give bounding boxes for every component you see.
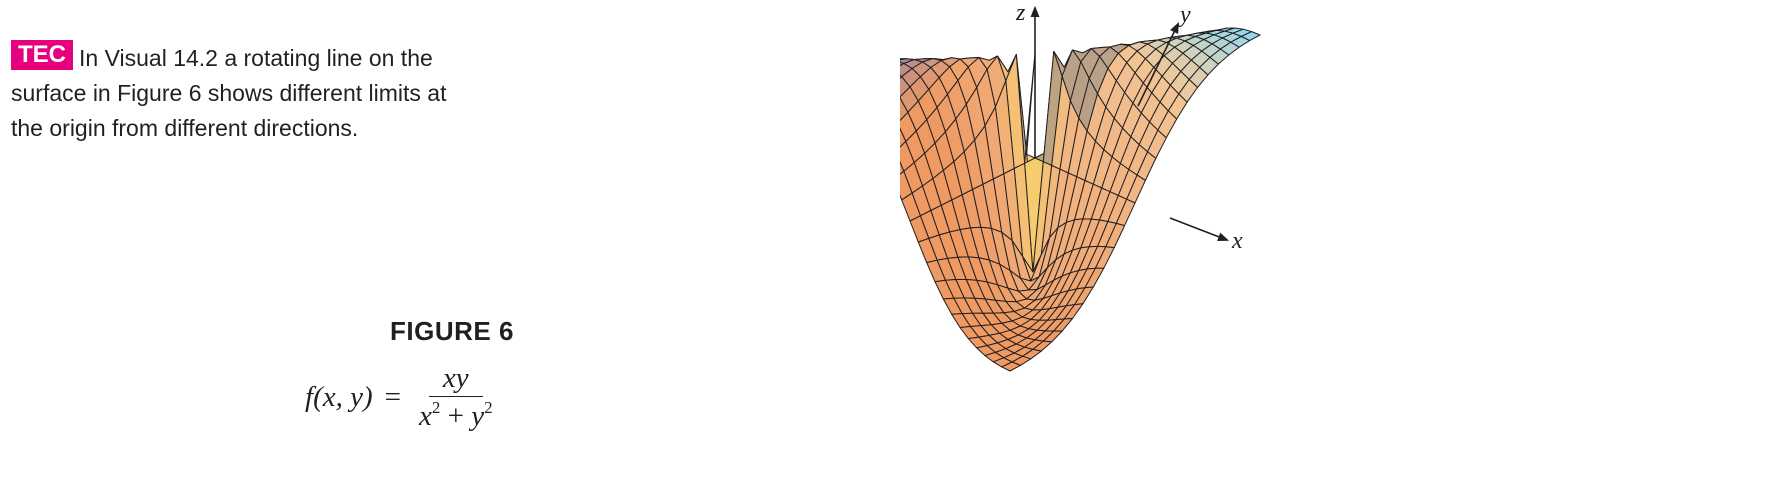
formula-arguments: (x, y) (313, 380, 373, 413)
formula-den-plus: + (447, 400, 464, 432)
formula-den-y: y (471, 400, 485, 432)
axes: z y x (1015, 0, 1243, 254)
formula-numerator: xy (428, 361, 483, 397)
z-axis-label: z (1015, 0, 1026, 26)
tec-note: TEC In Visual 14.2 a rotating line on the… (11, 40, 451, 146)
tec-note-text: In Visual 14.2 a rotating line on the su… (11, 45, 447, 141)
surface-plot: z y x (900, 0, 1261, 372)
formula-denominator: x2 + y2 (415, 397, 497, 433)
formula-equals: = (384, 380, 401, 413)
tec-badge: TEC (11, 40, 73, 70)
y-axis-label: y (1178, 2, 1191, 28)
formula-den-exp1: 2 (431, 398, 441, 417)
figure-label: FIGURE 6 (390, 316, 514, 346)
formula-den-exp2: 2 (484, 398, 493, 417)
surface-mesh (900, 27, 1261, 372)
x-axis (1169, 217, 1230, 241)
formula-function-name: f (305, 380, 314, 413)
surface-mesh-cell (1001, 361, 1021, 372)
function-formula: f (x, y) = xy x2 + y2 (305, 362, 497, 432)
y-axis (1137, 21, 1179, 107)
formula-fraction: xy x2 + y2 (415, 361, 497, 433)
x-axis-label: x (1231, 228, 1243, 254)
formula-den-x: x (418, 400, 432, 432)
